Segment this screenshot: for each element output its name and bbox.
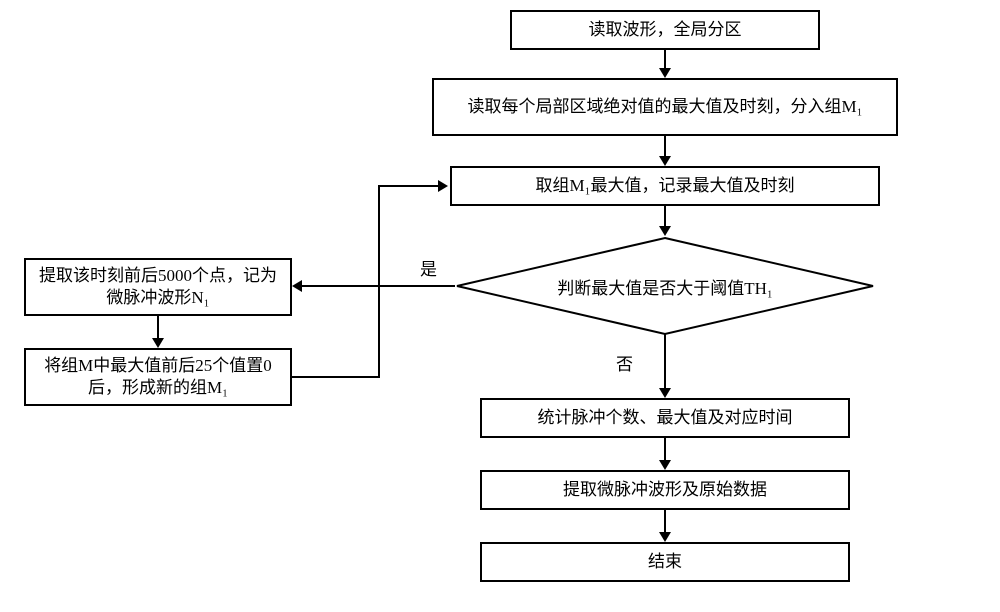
step-end: 结束 — [480, 542, 850, 582]
arrow-head — [659, 226, 671, 236]
flowchart-container: 读取波形，全局分区 读取每个局部区域绝对值的最大值及时刻，分入组M₁ 取组M₁最… — [0, 0, 1000, 612]
step-extract-micropulse: 提取微脉冲波形及原始数据 — [480, 470, 850, 510]
arrow — [378, 186, 380, 378]
node-text: 读取波形，全局分区 — [589, 19, 742, 41]
node-text: 取组M₁最大值，记录最大值及时刻 — [535, 175, 794, 197]
node-text: 读取每个局部区域绝对值的最大值及时刻，分入组M₁ — [467, 96, 862, 118]
yes-label: 是 — [420, 255, 437, 280]
arrow — [378, 185, 440, 187]
arrow — [664, 136, 666, 158]
arrow-head — [438, 180, 448, 192]
arrow — [292, 376, 380, 378]
arrow-head — [292, 280, 302, 292]
arrow — [664, 50, 666, 70]
arrow-head — [152, 338, 164, 348]
arrow — [664, 206, 666, 228]
arrow — [664, 334, 666, 390]
arrow — [664, 510, 666, 534]
arrow-head — [659, 68, 671, 78]
step-get-group-max: 取组M₁最大值，记录最大值及时刻 — [450, 166, 880, 206]
node-text: 将组M中最大值前后25个值置0后，形成新的组M₁ — [38, 355, 278, 399]
decision-threshold: 判断最大值是否大于阈值TH₁ — [455, 236, 875, 336]
arrow-head — [659, 460, 671, 470]
step-extract-points: 提取该时刻前后5000个点，记为微脉冲波形N₁ — [24, 258, 292, 316]
no-label: 否 — [616, 350, 633, 375]
node-text: 统计脉冲个数、最大值及对应时间 — [538, 407, 793, 429]
step-read-local-max: 读取每个局部区域绝对值的最大值及时刻，分入组M₁ — [432, 78, 898, 136]
step-count-pulses: 统计脉冲个数、最大值及对应时间 — [480, 398, 850, 438]
arrow-head — [659, 388, 671, 398]
arrow — [664, 438, 666, 462]
arrow — [157, 316, 159, 340]
step-zero-values: 将组M中最大值前后25个值置0后，形成新的组M₁ — [24, 348, 292, 406]
arrow-head — [659, 156, 671, 166]
arrow-head — [659, 532, 671, 542]
decision-text: 判断最大值是否大于阈值TH₁ — [557, 274, 773, 299]
node-text: 提取微脉冲波形及原始数据 — [563, 479, 767, 501]
step-read-waveform: 读取波形，全局分区 — [510, 10, 820, 50]
node-text: 结束 — [648, 551, 682, 573]
node-text: 提取该时刻前后5000个点，记为微脉冲波形N₁ — [38, 265, 278, 309]
